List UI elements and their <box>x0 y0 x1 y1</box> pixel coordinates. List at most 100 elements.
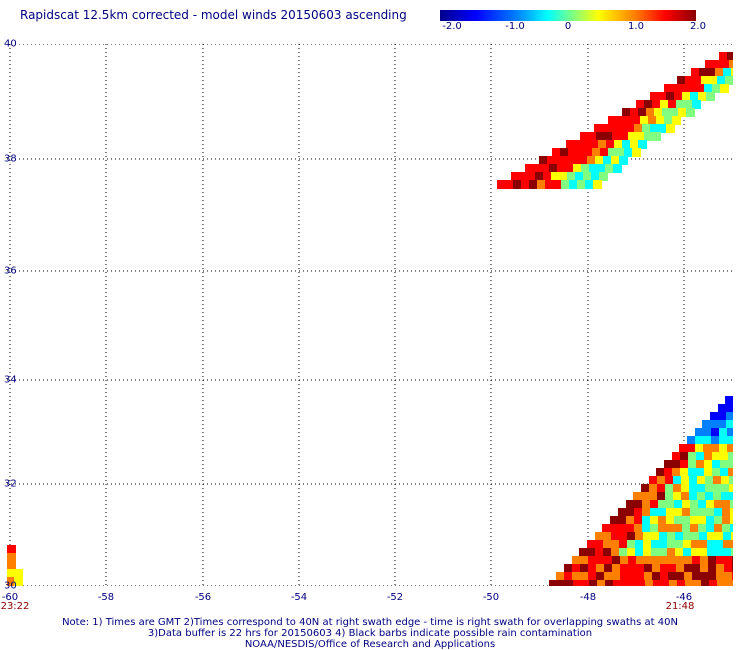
wind-pixel <box>732 572 733 581</box>
chart-title: Rapidscat 12.5km corrected - model winds… <box>20 8 407 22</box>
wind-pixel <box>673 476 682 485</box>
wind-pixel <box>674 524 683 533</box>
lat-label-40: 40 <box>4 38 17 50</box>
wind-pixel <box>565 580 574 586</box>
wind-pixel <box>580 556 589 565</box>
wind-pixel <box>690 500 699 509</box>
wind-pixel <box>721 492 730 501</box>
wind-pixel <box>596 556 605 565</box>
wind-pixel <box>667 540 676 549</box>
wind-pixel <box>676 100 685 109</box>
wind-pixel <box>730 500 733 509</box>
wind-pixel <box>666 500 675 509</box>
wind-pixel <box>649 484 658 493</box>
colorbar-label-pos2: 2.0 <box>690 21 706 32</box>
wind-pixel <box>634 508 643 517</box>
wind-pixel <box>659 548 668 557</box>
wind-pixel <box>662 108 671 117</box>
wind-pixel <box>626 524 635 533</box>
wind-pixel <box>537 180 546 189</box>
wind-pixel <box>619 156 628 165</box>
wind-pixel <box>627 548 636 557</box>
wind-pixel <box>719 444 728 453</box>
wind-pixel <box>682 508 691 517</box>
wind-pixel <box>709 76 718 85</box>
lon-label-46: -46 <box>675 592 693 603</box>
wind-pixel <box>712 460 721 469</box>
wind-pixel <box>641 492 650 501</box>
wind-pixel <box>632 116 641 125</box>
wind-pixel <box>7 553 16 562</box>
wind-pixel <box>716 556 725 565</box>
time-right: 21:48 <box>665 601 695 612</box>
wind-pixel <box>727 436 733 445</box>
wind-pixel <box>660 564 669 573</box>
wind-pixel <box>732 564 733 573</box>
wind-pixel <box>634 500 643 509</box>
wind-pixel <box>636 564 645 573</box>
wind-pixel <box>560 148 569 157</box>
wind-pixel <box>589 580 598 586</box>
wind-pixel <box>685 76 694 85</box>
wind-pixel <box>613 580 622 586</box>
wind-pixel <box>668 564 677 573</box>
wind-pixel <box>656 468 665 477</box>
wind-pixel <box>675 532 684 541</box>
wind-pixel <box>580 564 589 573</box>
wind-pixel <box>583 172 592 181</box>
wind-pixel <box>672 460 681 469</box>
wind-pixel <box>688 460 697 469</box>
wind-pixel <box>707 68 716 77</box>
wind-pixel <box>511 172 520 181</box>
wind-pixel <box>657 492 666 501</box>
wind-pixel <box>628 132 637 141</box>
wind-pixel <box>7 569 16 578</box>
wind-pixel <box>604 132 613 141</box>
wind-pixel <box>656 116 665 125</box>
lon-label-48: -48 <box>579 592 597 603</box>
wind-pixel <box>728 468 733 477</box>
wind-pixel <box>573 164 582 173</box>
wind-pixel <box>529 180 538 189</box>
wind-pixel <box>651 540 660 549</box>
wind-pixel <box>652 564 661 573</box>
wind-pixel <box>644 572 653 581</box>
wind-pixel <box>680 84 689 93</box>
wind-pixel <box>695 436 704 445</box>
wind-pixel <box>698 500 707 509</box>
wind-pixel <box>714 516 723 525</box>
wind-pixel <box>660 100 669 109</box>
wind-pixel <box>683 532 692 541</box>
wind-pixel <box>718 412 727 421</box>
wind-pixel <box>651 532 660 541</box>
wind-pixel <box>643 540 652 549</box>
wind-pixel <box>684 564 693 573</box>
wind-pixel <box>685 580 694 586</box>
wind-pixel <box>613 164 622 173</box>
wind-pixel <box>691 548 700 557</box>
wind-pixel <box>728 460 733 469</box>
wind-pixel <box>521 180 530 189</box>
wind-pixel <box>731 532 733 541</box>
wind-pixel <box>612 564 621 573</box>
lat-label-34: 34 <box>4 374 17 386</box>
wind-pixel <box>553 180 562 189</box>
wind-pixel <box>670 108 679 117</box>
wind-pixel <box>549 164 558 173</box>
wind-pixel <box>688 452 697 461</box>
wind-pixel <box>638 108 647 117</box>
wind-pixel <box>674 516 683 525</box>
wind-pixel <box>605 164 614 173</box>
lon-label-54: -54 <box>290 592 308 603</box>
wind-pixel <box>651 548 660 557</box>
wind-pixel <box>709 580 718 586</box>
wind-pixel <box>713 476 722 485</box>
wind-pixel <box>644 556 653 565</box>
wind-pixel <box>699 532 708 541</box>
wind-pixel <box>551 172 560 181</box>
wind-pixel <box>555 156 564 165</box>
wind-pixel <box>691 68 700 77</box>
lon-label-60: -60 <box>1 592 19 603</box>
note-line-2: 3)Data buffer is 22 hrs for 20150603 4) … <box>147 628 593 639</box>
lon-label-50: -50 <box>482 592 500 603</box>
